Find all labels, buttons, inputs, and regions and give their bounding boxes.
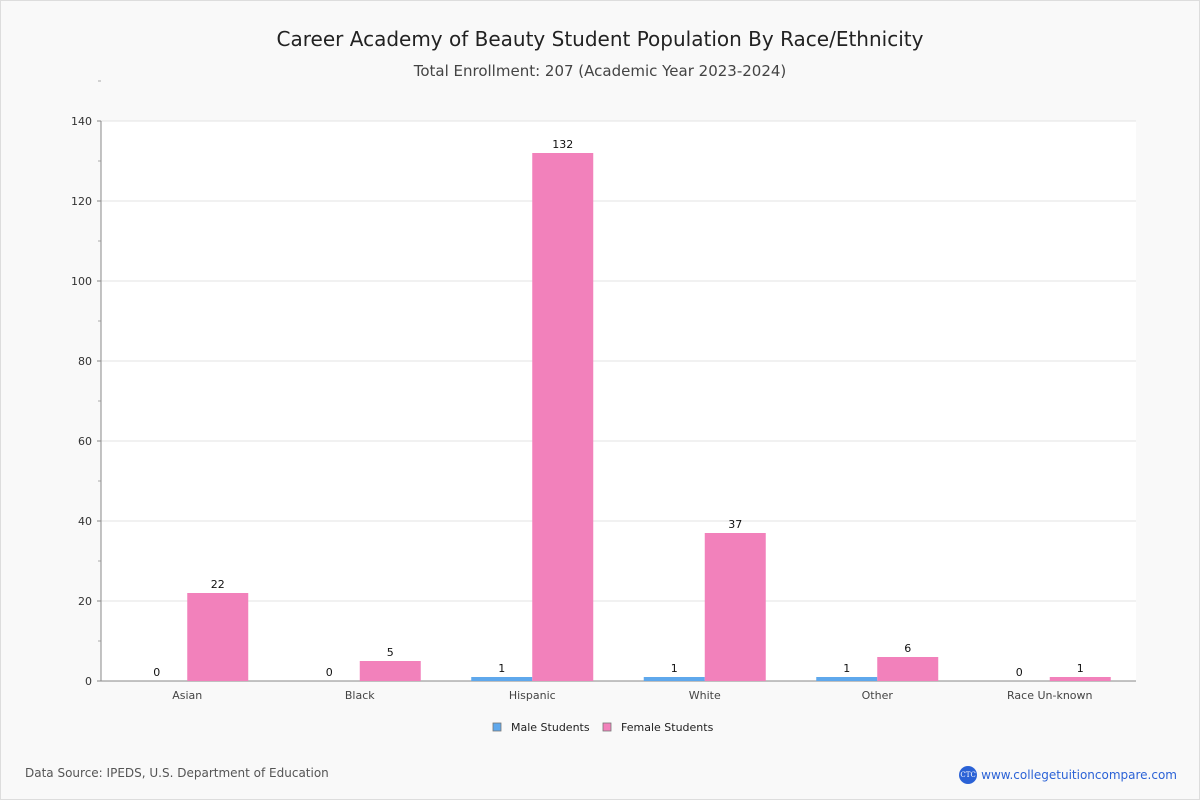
y-tick-label: 100 [71, 275, 92, 288]
y-tick-label: 140 [71, 115, 92, 128]
data-label: 0 [1016, 666, 1023, 679]
brand-link[interactable]: CTC www.collegetuitioncompare.com [959, 766, 1177, 784]
data-label: 1 [1077, 662, 1084, 675]
data-label: 22 [211, 578, 225, 591]
data-label: 37 [728, 518, 742, 531]
x-tick-label: Black [345, 689, 375, 702]
legend-label: Male Students [511, 721, 590, 734]
y-tick-label: 20 [78, 595, 92, 608]
bar-female [1049, 677, 1111, 681]
data-source: Data Source: IPEDS, U.S. Department of E… [25, 766, 329, 780]
data-label: 0 [326, 666, 333, 679]
chart-title: Career Academy of Beauty Student Populat… [276, 27, 924, 51]
data-label: 132 [552, 138, 573, 151]
bar-chart: 020406080100120140Asian022Black05Hispani… [71, 80, 1136, 734]
x-tick-label: White [689, 689, 721, 702]
data-label: 1 [843, 662, 850, 675]
chart-subtitle: Total Enrollment: 207 (Academic Year 202… [413, 62, 787, 80]
legend-swatch [602, 722, 612, 732]
bar-male [816, 677, 878, 681]
legend-label: Female Students [621, 721, 714, 734]
data-label: 6 [904, 642, 911, 655]
brand-url: www.collegetuitioncompare.com [981, 768, 1177, 782]
bar-female [532, 153, 594, 681]
bar-male [471, 677, 533, 681]
legend-swatch [492, 722, 502, 732]
y-tick-label: 40 [78, 515, 92, 528]
bar-female [877, 657, 939, 681]
x-tick-label: Asian [172, 689, 202, 702]
y-tick-label: 80 [78, 355, 92, 368]
ctc-logo-icon: CTC [959, 766, 978, 784]
bar-female [187, 593, 249, 681]
bar-female [359, 661, 421, 681]
y-tick-label: 0 [85, 675, 92, 688]
x-tick-label: Hispanic [509, 689, 556, 702]
bar-female [704, 533, 766, 681]
data-label: 0 [153, 666, 160, 679]
data-label: 1 [498, 662, 505, 675]
bar-male [643, 677, 705, 681]
data-label: 5 [387, 646, 394, 659]
x-tick-label: Race Un-known [1007, 689, 1093, 702]
plot-area [101, 121, 1136, 681]
x-tick-label: Other [862, 689, 894, 702]
y-tick-label: 60 [78, 435, 92, 448]
y-tick-label: 120 [71, 195, 92, 208]
data-label: 1 [671, 662, 678, 675]
